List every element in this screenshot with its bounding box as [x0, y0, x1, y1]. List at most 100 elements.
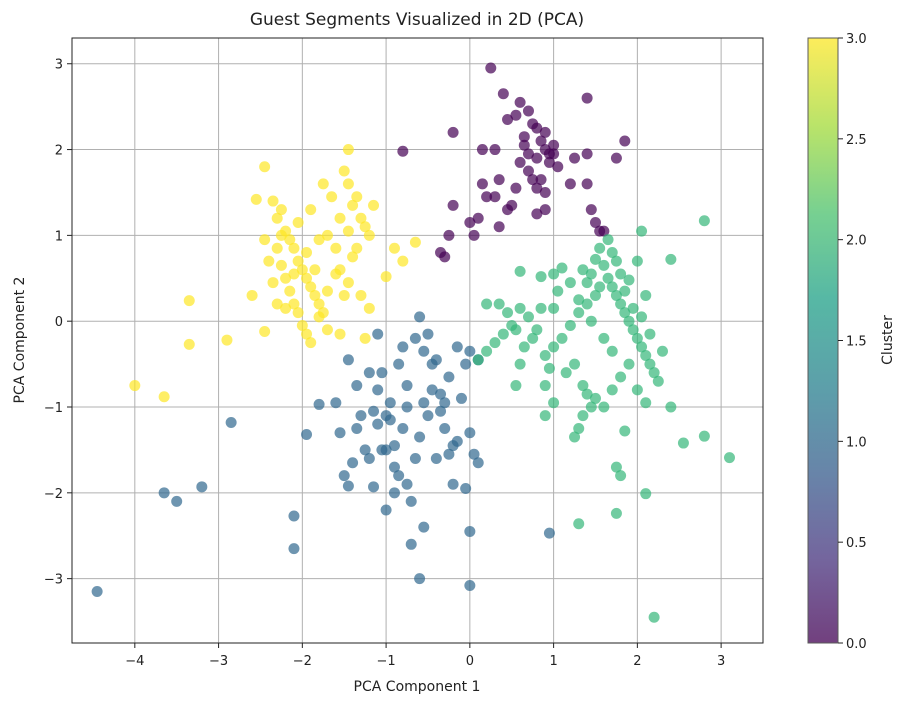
data-point-cluster-2	[548, 341, 560, 353]
data-points	[91, 62, 735, 623]
data-point-cluster-1	[414, 573, 426, 585]
data-point-cluster-2	[648, 611, 660, 623]
data-point-cluster-3	[284, 234, 296, 246]
data-point-cluster-1	[443, 371, 455, 383]
data-point-cluster-3	[317, 178, 329, 190]
data-point-cluster-2	[631, 255, 643, 267]
data-point-cluster-1	[380, 504, 392, 516]
data-point-cluster-1	[464, 427, 476, 439]
data-point-cluster-2	[489, 337, 501, 349]
data-point-cluster-1	[342, 480, 354, 492]
data-point-cluster-2	[577, 410, 589, 422]
data-point-cluster-2	[606, 345, 618, 357]
data-point-cluster-1	[397, 341, 409, 353]
data-point-cluster-3	[275, 204, 287, 216]
colorbar-label: Cluster	[880, 315, 896, 365]
data-point-cluster-2	[610, 507, 622, 519]
data-point-cluster-2	[610, 255, 622, 267]
colorbar	[807, 37, 839, 644]
data-point-cluster-1	[363, 367, 375, 379]
data-point-cluster-1	[439, 422, 451, 434]
data-point-cluster-1	[91, 586, 103, 598]
data-point-cluster-1	[384, 397, 396, 409]
colorbar-tick-label: 3.0	[846, 32, 867, 47]
data-point-cluster-1	[422, 410, 434, 422]
data-point-cluster-2	[589, 253, 601, 265]
data-point-cluster-2	[493, 298, 505, 310]
data-point-cluster-3	[347, 199, 359, 211]
data-point-cluster-0	[598, 225, 610, 237]
data-point-cluster-0	[539, 126, 551, 138]
y-axis-ticks: −3 −2 −1 0 1 2 3	[44, 58, 72, 588]
data-point-cluster-3	[330, 242, 342, 254]
data-point-cluster-2	[502, 307, 514, 319]
data-point-cluster-0	[397, 145, 409, 157]
data-point-cluster-1	[372, 418, 384, 430]
data-point-cluster-2	[548, 397, 560, 409]
data-point-cluster-3	[330, 268, 342, 280]
data-point-cluster-2	[640, 350, 652, 362]
data-point-cluster-2	[581, 298, 593, 310]
data-point-cluster-1	[380, 444, 392, 456]
data-point-cluster-2	[556, 262, 568, 274]
data-point-cluster-0	[510, 182, 522, 194]
data-point-cluster-1	[464, 525, 476, 537]
data-point-cluster-2	[539, 350, 551, 362]
y-tick-label: 2	[55, 144, 63, 159]
data-point-cluster-1	[347, 457, 359, 469]
data-point-cluster-1	[351, 380, 363, 392]
data-point-cluster-0	[481, 191, 493, 203]
x-tick-label: −3	[209, 654, 228, 669]
data-point-cluster-3	[280, 302, 292, 314]
data-point-cluster-3	[267, 277, 279, 289]
data-point-cluster-3	[342, 144, 354, 156]
data-point-cluster-2	[602, 234, 614, 246]
data-point-cluster-2	[535, 302, 547, 314]
data-point-cluster-0	[535, 174, 547, 186]
data-point-cluster-1	[359, 444, 371, 456]
data-point-cluster-0	[610, 152, 622, 164]
data-point-cluster-0	[564, 178, 576, 190]
data-point-cluster-3	[321, 229, 333, 241]
data-point-cluster-2	[560, 367, 572, 379]
colorbar-tick-label: 0.5	[846, 536, 867, 551]
data-point-cluster-3	[313, 234, 325, 246]
data-point-cluster-2	[514, 358, 526, 370]
data-point-cluster-2	[665, 401, 677, 413]
data-point-cluster-3	[305, 281, 317, 293]
data-point-cluster-0	[585, 204, 597, 216]
data-point-cluster-3	[363, 302, 375, 314]
data-point-cluster-3	[246, 289, 258, 301]
data-point-cluster-0	[514, 156, 526, 168]
data-point-cluster-3	[250, 193, 262, 205]
data-point-cluster-0	[497, 88, 509, 100]
data-point-cluster-0	[464, 217, 476, 229]
data-point-cluster-1	[288, 510, 300, 522]
data-point-cluster-0	[539, 204, 551, 216]
data-point-cluster-2	[564, 277, 576, 289]
data-point-cluster-1	[376, 367, 388, 379]
data-point-cluster-2	[581, 388, 593, 400]
data-point-cluster-2	[573, 307, 585, 319]
data-point-cluster-1	[355, 410, 367, 422]
y-tick-label: −2	[44, 487, 63, 502]
data-point-cluster-1	[363, 452, 375, 464]
data-point-cluster-1	[288, 543, 300, 555]
x-tick-label: 0	[466, 654, 474, 669]
data-point-cluster-2	[539, 410, 551, 422]
data-point-cluster-0	[581, 92, 593, 104]
data-point-cluster-2	[698, 215, 710, 227]
y-tick-label: −1	[44, 401, 63, 416]
data-point-cluster-2	[602, 272, 614, 284]
data-point-cluster-1	[351, 422, 363, 434]
data-point-cluster-3	[301, 272, 313, 284]
colorbar-tick-label: 2.5	[846, 133, 867, 148]
data-point-cluster-0	[476, 178, 488, 190]
data-point-cluster-2	[510, 380, 522, 392]
data-point-cluster-2	[585, 268, 597, 280]
data-point-cluster-1	[313, 398, 325, 410]
data-point-cluster-2	[514, 265, 526, 277]
data-point-cluster-2	[539, 380, 551, 392]
data-point-cluster-2	[514, 302, 526, 314]
data-point-cluster-0	[531, 152, 543, 164]
